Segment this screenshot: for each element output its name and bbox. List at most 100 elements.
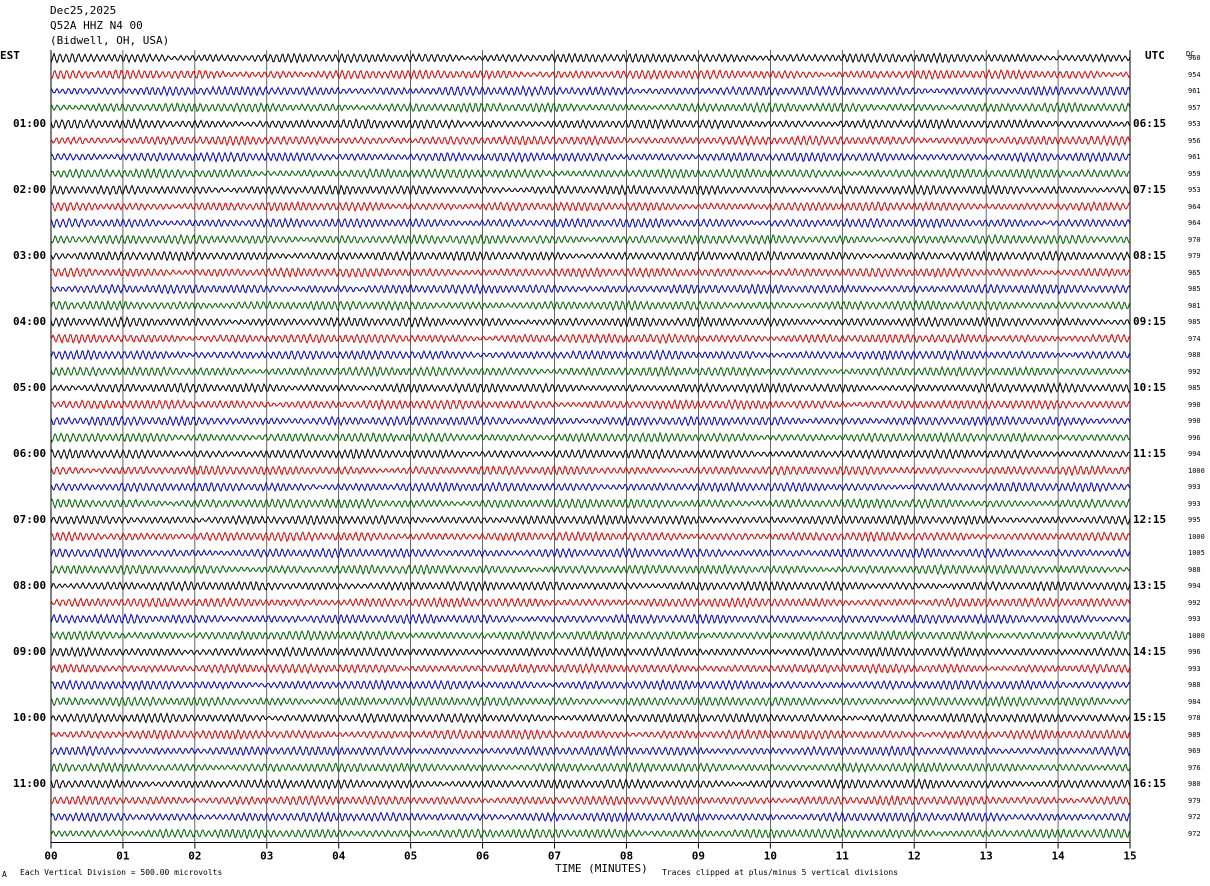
- seismic-trace: [50, 415, 1131, 427]
- x-tick-label: 05: [404, 850, 417, 863]
- dc-offset-value: 976: [1188, 763, 1201, 772]
- dc-offset-value: 988: [1188, 351, 1201, 359]
- dc-offset-value: 965: [1188, 268, 1201, 277]
- seismic-trace: [50, 728, 1131, 741]
- seismic-trace: [50, 349, 1131, 361]
- right-hour-label: 16:15: [1133, 777, 1167, 790]
- left-hour-label: 06:00: [13, 447, 47, 460]
- seismic-trace: [50, 184, 1131, 197]
- dc-offset-value: 996: [1188, 648, 1201, 656]
- left-hour-label: 02:00: [13, 183, 47, 196]
- left-hour-label: 01:00: [13, 117, 47, 130]
- right-hour-label: 14:15: [1133, 645, 1167, 658]
- right-hour-label: 08:15: [1133, 249, 1167, 262]
- dc-offset-value: 959: [1188, 169, 1201, 178]
- seismic-trace: [50, 101, 1131, 114]
- dc-header-label: DC: [1186, 50, 1195, 58]
- seismic-trace: [50, 134, 1131, 147]
- dc-offset-value: 960: [1188, 54, 1201, 62]
- right-hour-label: 12:15: [1133, 513, 1167, 526]
- dc-offset-value: 1000: [1188, 631, 1205, 640]
- clip-note: Traces clipped at plus/minus 5 vertical …: [662, 868, 899, 877]
- dc-offset-value: 1000: [1188, 532, 1205, 541]
- dc-offset-value: 990: [1188, 417, 1201, 425]
- seismic-trace: [50, 827, 1131, 840]
- seismic-trace: [50, 745, 1131, 757]
- seismic-trace: [50, 315, 1131, 328]
- seismic-trace: [50, 580, 1131, 593]
- seismic-trace: [50, 217, 1131, 229]
- dc-offset-value: 984: [1188, 697, 1201, 706]
- scale-note: Each Vertical Division = 500.00 microvol…: [20, 868, 223, 877]
- dc-offset-value: 954: [1188, 70, 1201, 79]
- seismic-trace: [50, 250, 1131, 262]
- dc-offset-value: 990: [1188, 400, 1201, 409]
- x-tick-label: 15: [1123, 850, 1136, 863]
- left-hour-label: 11:00: [13, 777, 47, 790]
- left-hour-label: 07:00: [13, 513, 47, 526]
- dc-offset-value: 994: [1188, 582, 1201, 590]
- dc-offset-value: 993: [1188, 664, 1201, 673]
- right-hour-label: 06:15: [1133, 117, 1167, 130]
- location-label: (Bidwell, OH, USA): [50, 34, 170, 47]
- dc-offset-value: 992: [1188, 367, 1201, 376]
- seismic-trace: [50, 398, 1131, 411]
- dc-offset-value: 972: [1188, 829, 1201, 838]
- dc-offset-value: 993: [1188, 615, 1201, 623]
- seismic-trace: [50, 167, 1131, 180]
- seismic-trace: [50, 151, 1131, 164]
- dc-offset-value: 961: [1188, 87, 1201, 95]
- dc-offset-value: 994: [1188, 450, 1201, 458]
- seismic-trace: [50, 629, 1131, 642]
- left-hour-label: 08:00: [13, 579, 47, 592]
- x-tick-label: 00: [44, 850, 57, 863]
- right-hour-label: 10:15: [1133, 381, 1167, 394]
- dc-offset-value: 985: [1188, 384, 1201, 392]
- corner-mark: A: [2, 870, 7, 879]
- x-tick-label: 04: [332, 850, 346, 863]
- dc-offset-value: 953: [1188, 186, 1201, 194]
- seismic-trace: [50, 266, 1131, 279]
- right-hour-label: 09:15: [1133, 315, 1167, 328]
- right-hour-label: 13:15: [1133, 579, 1167, 592]
- seismic-trace: [50, 513, 1131, 526]
- dc-offset-value: 979: [1188, 252, 1201, 260]
- dc-offset-value: 981: [1188, 301, 1201, 310]
- dc-offset-value: 978: [1188, 714, 1201, 722]
- x-tick-label: 09: [692, 850, 705, 863]
- seismic-trace: [50, 612, 1131, 625]
- dc-offset-value: 992: [1188, 598, 1201, 607]
- seismic-trace: [50, 381, 1131, 394]
- dc-offset-value: 993: [1188, 483, 1201, 491]
- dc-offset-value: 972: [1188, 813, 1201, 821]
- dc-offset-value: 988: [1188, 565, 1201, 574]
- seismic-trace: [50, 530, 1131, 543]
- dc-offset-value: 996: [1188, 433, 1201, 442]
- seismic-trace: [50, 299, 1131, 312]
- seismic-trace: [50, 283, 1131, 295]
- dc-offset-value: 985: [1188, 285, 1201, 293]
- x-tick-label: 10: [764, 850, 777, 863]
- x-tick-label: 13: [980, 850, 993, 863]
- x-tick-label: 07: [548, 850, 561, 863]
- seismic-trace: [50, 52, 1131, 65]
- dc-offset-value: 969: [1188, 747, 1201, 755]
- left-hour-label: 10:00: [13, 711, 47, 724]
- dc-offset-value: 970: [1188, 235, 1201, 244]
- left-timezone-label: EST: [0, 49, 20, 62]
- x-tick-label: 03: [260, 850, 273, 863]
- dc-offset-value: 956: [1188, 136, 1201, 145]
- dc-offset-value: 964: [1188, 219, 1201, 227]
- seismic-trace: [50, 695, 1131, 708]
- seismic-trace: [50, 662, 1131, 675]
- dc-offset-value: 964: [1188, 202, 1201, 211]
- x-tick-label: 14: [1051, 850, 1065, 863]
- station-label: Q52A HHZ N4 00: [50, 19, 143, 32]
- right-hour-label: 07:15: [1133, 183, 1167, 196]
- dc-offset-value: 961: [1188, 153, 1201, 161]
- left-hour-label: 04:00: [13, 315, 47, 328]
- dc-offset-value: 989: [1188, 730, 1201, 739]
- seismic-trace: [50, 811, 1131, 823]
- seismic-trace: [50, 596, 1131, 609]
